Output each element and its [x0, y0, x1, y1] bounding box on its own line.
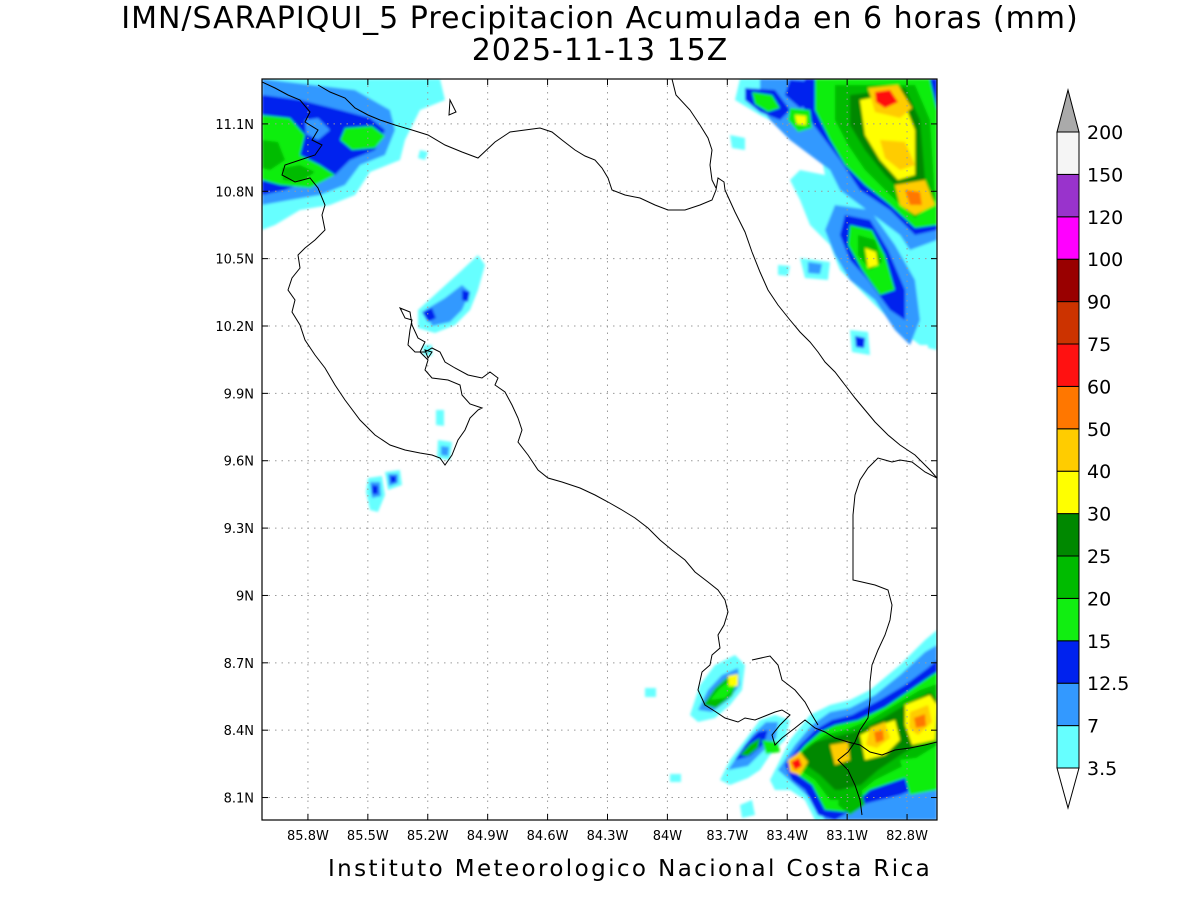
- lat-tick-label: 9.9N: [224, 387, 254, 402]
- precipitation-field: [262, 79, 937, 820]
- lake-island: [448, 98, 457, 116]
- colorbar-label: 12.5: [1087, 673, 1129, 695]
- precip-region-central: [366, 255, 681, 782]
- lon-tick-label: 82.8W: [886, 829, 928, 844]
- precip-region-northeast: [730, 79, 937, 355]
- colorbar-label: 200: [1087, 122, 1123, 144]
- plot-frame: [261, 78, 938, 821]
- colorbar-swatch: [1056, 131, 1080, 175]
- colorbar-swatch: [1056, 470, 1080, 515]
- lat-tick-label: 9.3N: [224, 522, 254, 537]
- colorbar-label: 50: [1087, 419, 1111, 441]
- lat-tick-label: 10.2N: [215, 320, 254, 335]
- osa-peninsula-line: [751, 655, 819, 726]
- colorbar-label: 60: [1087, 376, 1111, 398]
- colorbar-swatch: [1056, 343, 1080, 387]
- lon-tick-label: 84.6W: [527, 829, 569, 844]
- colorbar-swatch: [1056, 555, 1080, 599]
- colorbar-label: 25: [1087, 546, 1111, 568]
- lon-tick-label: 84.3W: [587, 829, 629, 844]
- lat-tick-label: 8.7N: [224, 657, 254, 672]
- colorbar-label: 75: [1087, 334, 1111, 356]
- caribbean-coast-line: [724, 189, 937, 479]
- colorbar-label: 100: [1087, 249, 1123, 271]
- colorbar-swatch: [1056, 513, 1080, 557]
- colorbar-label: 40: [1087, 461, 1111, 483]
- lon-tick-label: 83.7W: [706, 829, 748, 844]
- lat-tick-label: 8.4N: [224, 724, 254, 739]
- lon-tick-label: 84W: [653, 829, 683, 844]
- colorbar-label: 3.5: [1087, 758, 1117, 780]
- nicoya-island: [424, 349, 433, 360]
- colorbar-swatch: [1056, 597, 1080, 642]
- colorbar-swatch: [1056, 640, 1080, 684]
- colorbar-label: 7: [1087, 716, 1099, 738]
- map-title: IMN/SARAPIQUI_5 Precipitacion Acumulada …: [121, 1, 1079, 36]
- lon-tick-label: 85.8W: [287, 829, 329, 844]
- lat-tick-label: 9N: [236, 589, 254, 604]
- colorbar-swatch: [1056, 258, 1080, 303]
- colorbar-swatch: [1056, 682, 1080, 727]
- colorbar-label: 90: [1087, 292, 1111, 314]
- colorbar-swatch: [1056, 428, 1080, 472]
- lat-tick-label: 9.6N: [224, 455, 254, 470]
- nicaragua-costa-rica-border: [317, 84, 726, 211]
- lon-tick-label: 83.4W: [766, 829, 808, 844]
- lon-tick-label: 84.9W: [467, 829, 509, 844]
- pacific-coast-line: [262, 81, 937, 756]
- lat-tick-label: 11.1N: [215, 118, 254, 133]
- map-axes: 85.8W 85.5W 85.2W 84.9W 84.6W 84.3W 84W 83.7W 83…: [215, 79, 937, 844]
- lon-tick-label: 85.2W: [407, 829, 449, 844]
- colorbar-swatch: [1056, 301, 1080, 345]
- precip-region-southeast: [690, 630, 937, 820]
- colorbar-swatch: [1056, 385, 1080, 430]
- colorbar-label: 30: [1087, 504, 1111, 526]
- colorbar-swatch: [1056, 725, 1080, 769]
- footer-credit: Instituto Meteorologico Nacional Costa R…: [328, 856, 933, 882]
- nicaragua-caribbean-coast: [671, 79, 717, 189]
- colorbar-label: 120: [1087, 207, 1123, 229]
- colorbar-max-arrow: [1056, 88, 1080, 133]
- panama-border: [837, 457, 937, 816]
- precip-region-northwest: [262, 79, 445, 230]
- colorbar-label: 20: [1087, 588, 1111, 610]
- lat-tick-label: 8.1N: [224, 792, 254, 807]
- colorbar-swatch: [1056, 216, 1080, 260]
- lon-tick-label: 83.1W: [826, 829, 868, 844]
- colorbar-label: 15: [1087, 631, 1111, 653]
- coastlines-and-borders: [262, 79, 937, 816]
- colorbar-min-arrow: [1056, 767, 1080, 810]
- graticule: [262, 79, 937, 820]
- colorbar-swatch: [1056, 173, 1080, 218]
- lat-tick-label: 10.8N: [215, 185, 254, 200]
- colorbar-label: 150: [1087, 164, 1123, 186]
- lat-tick-label: 10.5N: [215, 253, 254, 268]
- colorbar: 3.5 7 12.5 15 20 25 30 40 50 60 75 90 100 120 150 200: [1056, 88, 1129, 810]
- map-valid-time: 2025-11-13 15Z: [471, 33, 729, 68]
- lon-tick-label: 85.5W: [347, 829, 389, 844]
